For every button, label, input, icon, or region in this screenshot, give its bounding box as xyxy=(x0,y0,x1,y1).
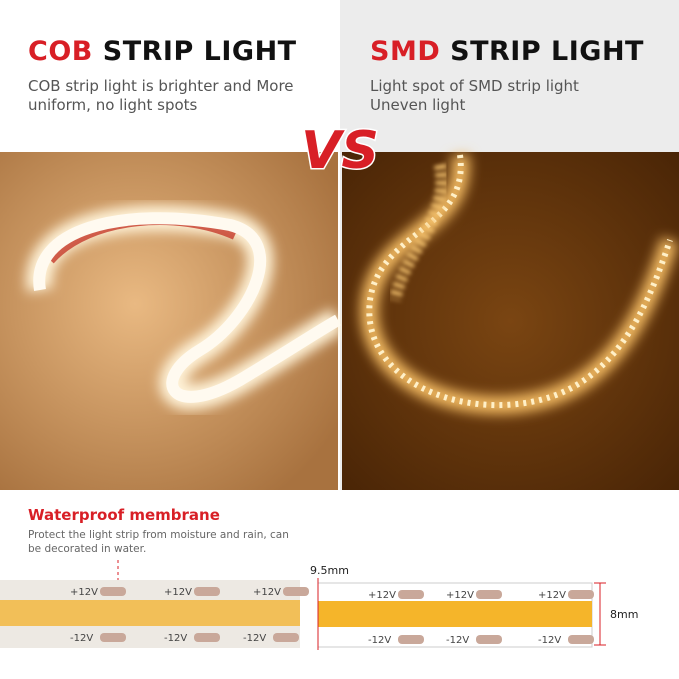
cob-strip xyxy=(317,582,593,648)
solder-pad xyxy=(273,633,299,642)
width-label: 9.5mm xyxy=(310,564,349,577)
left-subtitle-2: uniform, no light spots xyxy=(28,96,198,114)
left-title: COB STRIP LIGHT xyxy=(28,36,297,67)
voltage-label: +12V xyxy=(70,587,98,598)
right-subtitle-2: Uneven light xyxy=(370,96,465,114)
solder-pad xyxy=(283,587,309,596)
left-subtitle-1: COB strip light is brighter and More xyxy=(28,77,294,95)
solder-pad xyxy=(100,633,126,642)
voltage-label: +12V xyxy=(253,587,281,598)
voltage-label: -12V xyxy=(70,633,93,644)
voltage-label: +12V xyxy=(446,590,474,601)
feature-desc-2: be decorated in water. xyxy=(28,543,146,555)
smd-photo xyxy=(342,152,679,490)
voltage-label: +12V xyxy=(368,590,396,601)
voltage-label: +12V xyxy=(538,590,566,601)
feature-desc-1: Protect the light strip from moisture an… xyxy=(28,529,289,541)
solder-pad xyxy=(398,590,424,599)
voltage-label: -12V xyxy=(243,633,266,644)
solder-pad xyxy=(398,635,424,644)
solder-pad xyxy=(194,633,220,642)
cob-strip-waterproof xyxy=(0,580,300,648)
voltage-label: -12V xyxy=(164,633,187,644)
height-label: 8mm xyxy=(610,608,638,621)
vs-badge: VS xyxy=(301,121,379,181)
solder-pad xyxy=(100,587,126,596)
feature-title: Waterproof membrane xyxy=(28,506,220,524)
voltage-label: -12V xyxy=(368,635,391,646)
solder-pad xyxy=(568,590,594,599)
solder-pad xyxy=(476,635,502,644)
voltage-label: -12V xyxy=(446,635,469,646)
solder-pad xyxy=(568,635,594,644)
solder-pad xyxy=(476,590,502,599)
solder-pad xyxy=(194,587,220,596)
cob-photo xyxy=(0,152,345,490)
right-subtitle-1: Light spot of SMD strip light xyxy=(370,77,579,95)
right-title: SMD STRIP LIGHT xyxy=(370,36,644,67)
voltage-label: -12V xyxy=(538,635,561,646)
voltage-label: +12V xyxy=(164,587,192,598)
